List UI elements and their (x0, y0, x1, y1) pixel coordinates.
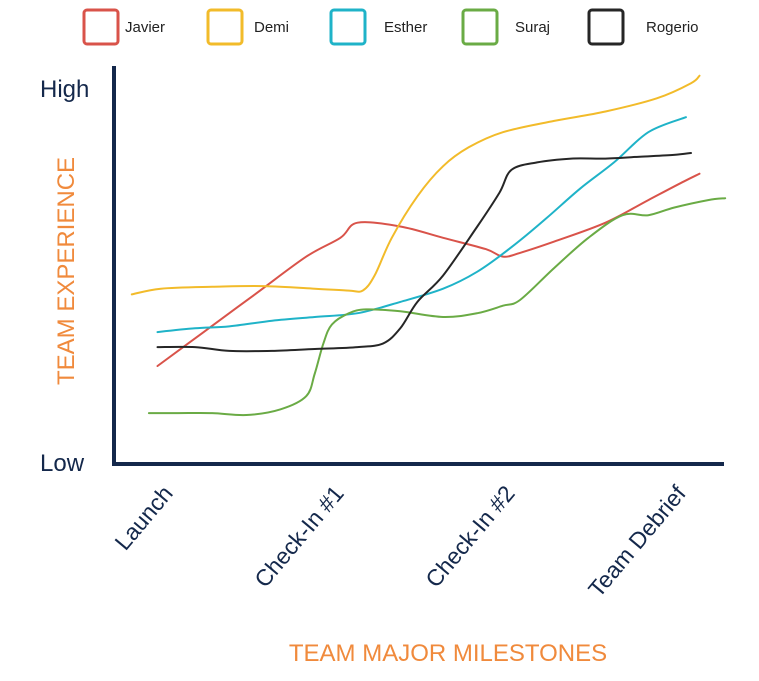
legend-item-rogerio: Rogerio (587, 8, 699, 46)
series-line-javier (156, 172, 701, 367)
x-axis-title: TEAM MAJOR MILESTONES (289, 640, 607, 667)
axes (112, 66, 724, 466)
series-line-demi (130, 74, 701, 296)
legend-swatch (587, 8, 625, 46)
legend-swatch (206, 8, 244, 46)
legend-item-javier: Javier (82, 8, 165, 46)
legend-label: Esther (384, 19, 427, 36)
x-tick-label: Check-In #1 (249, 481, 349, 593)
y-tick-label-low: Low (40, 450, 85, 477)
legend-swatch (82, 8, 120, 46)
legend-label: Suraj (515, 19, 550, 36)
x-tick-label: Team Debrief (583, 480, 691, 602)
legend-label: Demi (254, 19, 289, 36)
legend-item-esther: Esther (329, 8, 427, 46)
y-tick-label-high: High (40, 76, 89, 103)
legend-label: Rogerio (646, 19, 699, 36)
legend-label: Javier (125, 19, 165, 36)
legend: Javier Demi Esther Suraj Rogerio (82, 8, 699, 46)
x-tick-label: Check-In #2 (420, 481, 520, 593)
legend-swatch (461, 8, 499, 46)
series-line-rogerio (156, 152, 692, 353)
x-tick-labels: Launch Check-In #1 Check-In #2 Team Debrief (109, 480, 691, 602)
legend-item-suraj: Suraj (461, 8, 550, 46)
legend-item-demi: Demi (206, 8, 289, 46)
x-tick-label: Launch (109, 481, 177, 556)
series-line-esther (156, 116, 687, 334)
series-line-suraj (147, 197, 727, 417)
series-layer (130, 74, 727, 417)
y-axis-title: TEAM EXPERIENCE (53, 157, 80, 385)
legend-swatch (329, 8, 367, 46)
